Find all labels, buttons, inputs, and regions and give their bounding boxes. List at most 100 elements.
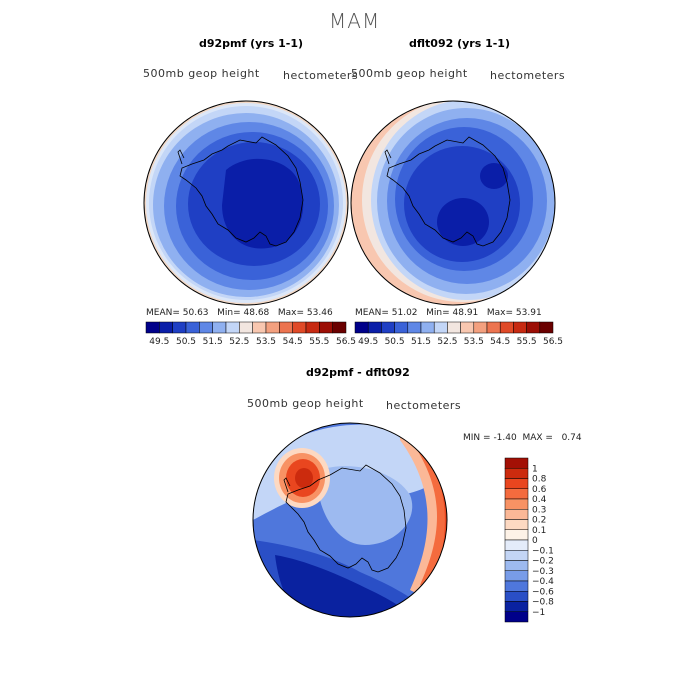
diff-colorbar-swatch	[504, 539, 529, 551]
left-colorbar-tick-label: 53.5	[256, 337, 276, 347]
diff-colorbar-swatch	[504, 478, 529, 489]
right-max-label: Max=	[486, 308, 514, 318]
right-colorbar-tick-label: 53.5	[464, 337, 484, 347]
right-colorbar-tick-label: 54.5	[490, 337, 510, 347]
left-colorbar-swatch	[292, 321, 307, 334]
right-map-field-core-east	[480, 163, 508, 189]
diff-colorbar-tick-label: 0.4	[532, 495, 547, 505]
left-map-border	[143, 100, 349, 306]
diff-colorbar-swatch	[504, 560, 529, 571]
left-map	[144, 101, 348, 305]
left-colorbar-swatch	[305, 321, 320, 334]
left-colorbar-swatch	[252, 321, 267, 334]
diff-map	[253, 423, 447, 617]
left-map-coastline	[179, 136, 304, 247]
left-colorbar: 49.5 50.5 51.5 52.5 53.5 54.5 55.5 56.5	[145, 321, 356, 347]
left-colorbar-swatch	[319, 321, 333, 334]
right-map-field-core-south	[437, 198, 489, 246]
left-min-value: 48.68	[243, 308, 270, 318]
right-variable-label: 500mb geop height	[351, 67, 468, 80]
left-variable-label: 500mb geop height	[143, 67, 260, 80]
diff-map-field-anomaly-ring-4	[295, 468, 313, 488]
left-colorbar-swatch	[265, 321, 280, 334]
diff-max-label: MAX =	[522, 433, 553, 443]
diff-map-coastline	[285, 464, 407, 573]
right-colorbar-swatch	[486, 321, 501, 334]
diff-colorbar-tick-label: −0.1	[532, 546, 554, 556]
left-colorbar-swatch	[199, 321, 213, 334]
diff-units-label: hectometers	[386, 399, 462, 412]
diff-map-field-south-darkest	[275, 555, 410, 617]
right-colorbar-swatch	[354, 321, 369, 334]
right-colorbar: 49.5 50.5 51.5 52.5 53.5 54.5 55.5 56.5	[354, 321, 563, 347]
right-colorbar-swatch	[447, 321, 461, 334]
right-min-value: 48.91	[452, 308, 479, 318]
right-colorbar-swatch	[433, 321, 448, 334]
right-colorbar-swatch	[407, 321, 422, 334]
left-colorbar-swatch	[279, 321, 293, 334]
right-colorbar-swatch	[539, 321, 554, 334]
left-colorbar-tick-label: 50.5	[176, 337, 196, 347]
diff-map-peninsula	[283, 477, 291, 493]
diff-colorbar-swatch	[504, 509, 529, 520]
diff-variable-label: 500mb geop height	[247, 397, 364, 410]
right-colorbar-tick-label: 52.5	[437, 337, 457, 347]
diff-colorbar-swatch	[504, 519, 529, 530]
diff-colorbar-tick-label: 0.3	[532, 505, 546, 515]
left-colorbar-tick-label: 54.5	[283, 337, 303, 347]
right-colorbar-swatch	[460, 321, 475, 334]
right-colorbar-swatch	[499, 321, 514, 334]
right-map-coastline	[386, 136, 511, 247]
right-panel-title: dflt092 (yrs 1-1)	[409, 37, 510, 50]
left-min-label: Min=	[217, 308, 241, 318]
diff-colorbar-tick-label: 0	[532, 536, 538, 546]
diff-colorbar-tick-label: 0.1	[532, 526, 546, 536]
diff-colorbar-swatch	[504, 580, 529, 592]
right-map	[351, 101, 555, 305]
left-colorbar-swatch	[212, 321, 227, 334]
diff-colorbar-swatch	[504, 591, 529, 602]
diff-colorbar: 10.80.60.40.30.20.10−0.1−0.2−0.3−0.4−0.6…	[504, 457, 554, 623]
left-colorbar-swatch	[159, 321, 173, 334]
diff-colorbar-swatch	[504, 570, 529, 582]
diff-colorbar-swatch	[504, 498, 529, 510]
diff-map-border	[252, 422, 448, 618]
left-colorbar-swatch	[225, 321, 240, 334]
right-units-label: hectometers	[490, 69, 566, 82]
diff-stats: MIN = -1.40 MAX = 0.74	[463, 433, 582, 443]
diff-min-label: MIN =	[463, 433, 491, 443]
diff-colorbar-swatch	[504, 550, 529, 561]
diff-colorbar-tick-label: −0.2	[532, 557, 554, 567]
right-stats: MEAN= 51.02 Min= 48.91 Max= 53.91	[355, 308, 542, 318]
left-colorbar-tick-label: 55.5	[309, 337, 329, 347]
diff-colorbar-swatch	[504, 488, 529, 500]
diff-colorbar-tick-label: −0.8	[532, 598, 554, 608]
left-colorbar-swatch	[185, 321, 200, 334]
diff-colorbar-swatch	[504, 611, 529, 623]
diff-colorbar-swatch	[504, 457, 529, 469]
right-colorbar-swatch	[420, 321, 435, 334]
right-mean-label: MEAN=	[355, 308, 389, 318]
diff-colorbar-swatch	[504, 529, 529, 541]
left-colorbar-tick-label: 56.5	[336, 337, 356, 347]
diff-panel-title: d92pmf - dflt092	[306, 366, 410, 379]
left-colorbar-tick-label: 49.5	[149, 337, 169, 347]
right-colorbar-swatch	[394, 321, 409, 334]
left-max-label: Max=	[277, 308, 305, 318]
left-colorbar-swatch	[239, 321, 253, 334]
left-map-peninsula	[177, 149, 185, 165]
right-mean-value: 51.02	[391, 308, 418, 318]
left-mean-label: MEAN=	[146, 308, 180, 318]
right-colorbar-swatch	[526, 321, 541, 334]
right-colorbar-tick-label: 55.5	[517, 337, 537, 347]
diff-colorbar-tick-label: −1	[532, 608, 545, 618]
right-colorbar-tick-label: 56.5	[543, 337, 563, 347]
left-max-value: 53.46	[306, 308, 333, 318]
diff-max-value: 0.74	[561, 433, 582, 443]
diff-min-value: -1.40	[493, 433, 517, 443]
diff-colorbar-tick-label: 1	[532, 464, 538, 474]
diff-colorbar-tick-label: −0.4	[532, 577, 554, 587]
left-colorbar-tick-label: 52.5	[229, 337, 249, 347]
right-colorbar-swatch	[473, 321, 488, 334]
